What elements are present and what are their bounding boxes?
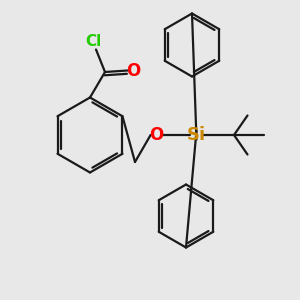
Text: O: O <box>126 61 140 80</box>
Text: Cl: Cl <box>85 34 101 50</box>
Text: O: O <box>149 126 163 144</box>
Text: Si: Si <box>187 126 206 144</box>
